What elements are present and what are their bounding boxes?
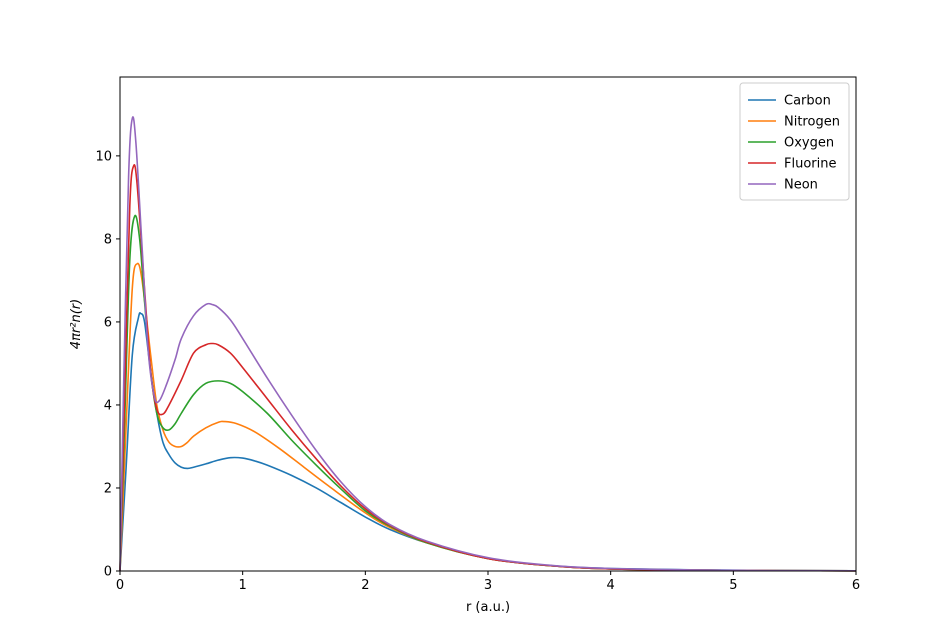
legend-label-oxygen: Oxygen bbox=[784, 136, 834, 151]
legend-box bbox=[739, 82, 850, 201]
series-layer bbox=[119, 116, 857, 572]
y-tick-label: 8 bbox=[104, 232, 112, 247]
x-tick-label: 4 bbox=[607, 578, 615, 593]
legend-label-neon: Neon bbox=[784, 178, 818, 193]
x-tick-label: 6 bbox=[852, 578, 860, 593]
x-tick-label: 0 bbox=[116, 578, 124, 593]
x-tick-label: 1 bbox=[239, 578, 247, 593]
plot-area bbox=[120, 77, 856, 571]
x-axis-label: r (a.u.) bbox=[466, 600, 510, 615]
x-tick-label: 3 bbox=[484, 578, 492, 593]
y-tick-label: 6 bbox=[104, 315, 112, 330]
y-ticks: 0 2 4 6 8 10 bbox=[95, 149, 120, 580]
y-tick-label: 10 bbox=[95, 149, 112, 164]
x-tick-label: 5 bbox=[729, 578, 737, 593]
legend: Carbon Nitrogen Oxygen Fluorine Neon bbox=[739, 82, 850, 201]
y-axis-label: 4πr²n(r) bbox=[69, 299, 84, 349]
legend-label-carbon: Carbon bbox=[784, 94, 831, 109]
legend-label-nitrogen: Nitrogen bbox=[784, 115, 840, 130]
legend-label-fluorine: Fluorine bbox=[784, 157, 836, 172]
x-tick-label: 2 bbox=[361, 578, 369, 593]
x-ticks: 0 1 2 3 4 5 6 bbox=[116, 571, 860, 593]
series-line-neon bbox=[119, 116, 857, 572]
y-tick-label: 4 bbox=[104, 398, 112, 413]
y-tick-label: 0 bbox=[104, 565, 112, 580]
y-tick-label: 2 bbox=[104, 481, 112, 496]
